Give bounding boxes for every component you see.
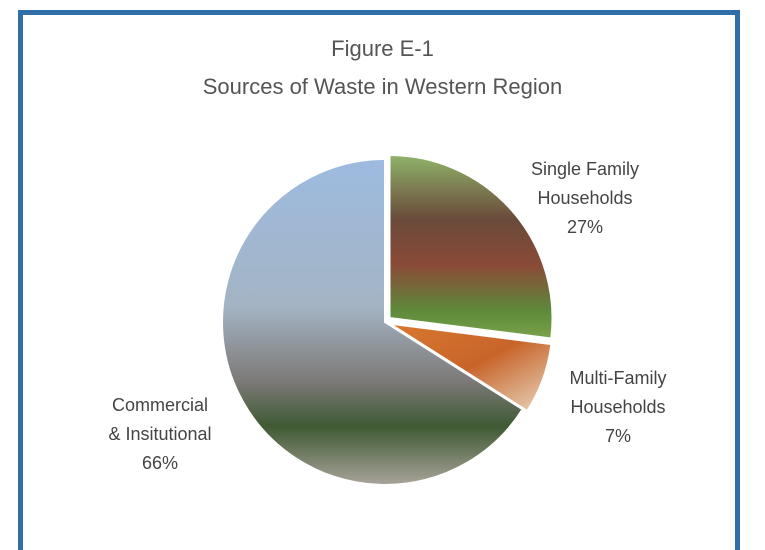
value-label: 66% [141,453,179,473]
value-label: 27% [566,217,604,237]
pie-slice [389,322,553,413]
pie-slice [388,154,554,340]
slice-label: Commercial & Insitutional 66% [60,391,260,478]
category-label: Commercial & Insitutional [108,395,212,444]
slice-label: Multi-Family Households 7% [518,364,718,451]
value-label: 7% [604,426,631,446]
pie-slice [221,157,525,486]
category-label: Multi-Family Households [569,368,667,417]
slice-label: Single Family Households 27% [485,155,685,242]
frame [18,10,740,550]
chart-title: Figure E-1 Sources of Waste in Western R… [202,36,563,99]
category-label: Single Family Households [530,159,640,208]
